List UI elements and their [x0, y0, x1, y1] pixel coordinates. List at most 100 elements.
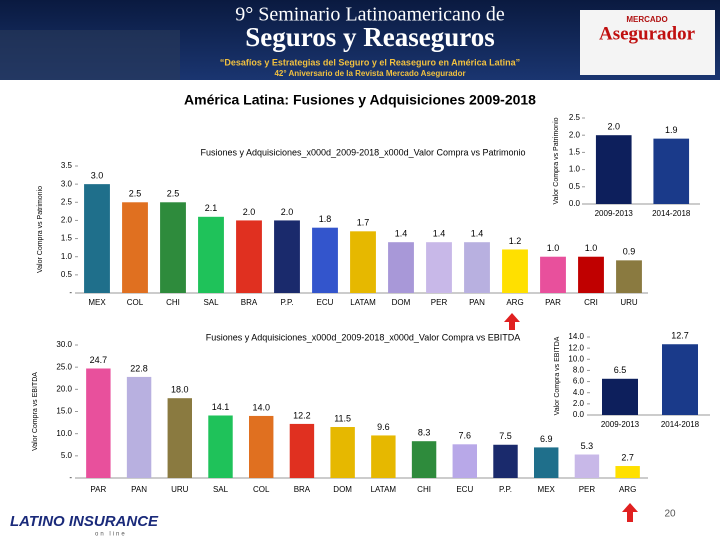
x-tick-label: BRA [241, 298, 258, 307]
value-label: 18.0 [171, 385, 189, 395]
bar [167, 398, 192, 478]
bar [289, 423, 315, 478]
y-tick-label: 1.5 [61, 234, 73, 243]
x-tick-label: SAL [203, 298, 219, 307]
value-label: 6.5 [614, 365, 627, 375]
x-tick-label: PER [579, 485, 596, 494]
value-label: 11.5 [334, 413, 351, 423]
y-tick-label: 0.0 [573, 410, 585, 419]
y-tick-label: 1.0 [569, 165, 581, 174]
y-tick-label: 12.0 [568, 343, 584, 352]
bar [464, 242, 490, 293]
banner-line2: Seguros y Reaseguros [245, 22, 495, 52]
y-axis-label: Valor Compra vs Patrimonio [37, 186, 44, 273]
y-tick-label: 1.0 [61, 252, 73, 261]
bar [388, 242, 414, 293]
bar [540, 256, 566, 293]
banner-city [0, 30, 180, 80]
x-tick-label: P.P. [280, 298, 293, 307]
y-tick-label: 5.0 [61, 451, 73, 460]
bar [411, 441, 437, 478]
bar [602, 378, 638, 415]
x-tick-label: ARG [619, 485, 636, 494]
value-label: 1.0 [547, 243, 560, 253]
y-axis-label: Valor Compra vs EBITDA [32, 372, 39, 451]
value-label: 3.0 [91, 171, 104, 181]
y-tick-label: 6.0 [573, 377, 585, 386]
arrow [504, 313, 520, 330]
x-tick-label: PER [431, 298, 448, 307]
bar [84, 184, 110, 293]
value-label: 1.7 [357, 218, 370, 228]
bar [126, 376, 152, 478]
value-label: 24.7 [90, 355, 108, 365]
bar [502, 249, 528, 293]
banner-anniversary: 42° Aniversario de la Revista Mercado As… [274, 69, 465, 78]
value-label: 14.1 [212, 402, 230, 412]
logo: Asegurador [599, 23, 696, 44]
bar [274, 220, 300, 293]
value-label: 1.0 [585, 243, 598, 253]
x-tick-label: DOM [333, 485, 352, 494]
x-tick-label: 2014-2018 [661, 420, 700, 429]
bar [122, 202, 148, 293]
x-tick-label: COL [253, 485, 270, 494]
value-label: 2.0 [243, 207, 256, 217]
x-tick-label: CRI [584, 298, 598, 307]
bar [534, 447, 559, 478]
slide-title: América Latina: Fusiones y Adquisiciones… [184, 92, 536, 108]
x-tick-label: PAN [131, 485, 147, 494]
y-tick-label: 25.0 [56, 362, 72, 371]
y-tick-label: 0.5 [61, 270, 73, 279]
value-label: 2.5 [129, 189, 142, 199]
footer-logo-sub: on line [95, 532, 127, 538]
x-tick-label: DOM [392, 298, 411, 307]
bar [371, 435, 396, 478]
value-label: 5.3 [581, 441, 594, 451]
bar [198, 216, 224, 293]
bar [493, 444, 518, 478]
footer-logo: LATINO INSURANCE [10, 513, 159, 530]
x-tick-label: MEX [538, 485, 556, 494]
bar [452, 444, 477, 478]
page-number: 20 [664, 509, 676, 520]
y-tick-label: - [69, 473, 72, 482]
value-label: 1.9 [665, 125, 678, 135]
value-label: 2.7 [621, 452, 634, 462]
value-label: 8.3 [418, 428, 431, 438]
logo-top: MERCADO [626, 15, 667, 24]
y-tick-label: 2.5 [569, 113, 581, 122]
value-label: 1.2 [509, 236, 522, 246]
x-tick-label: PAR [90, 485, 106, 494]
y-tick-label: 10.0 [568, 354, 584, 363]
value-label: 12.7 [671, 331, 689, 341]
bar [426, 242, 452, 293]
x-tick-label: CHI [417, 485, 431, 494]
value-label: 2.1 [205, 203, 218, 213]
y-tick-label: 8.0 [573, 366, 585, 375]
x-tick-label: LATAM [371, 485, 397, 494]
value-label: 1.8 [319, 214, 332, 224]
bar [236, 220, 262, 293]
x-tick-label: PAR [545, 298, 561, 307]
x-tick-label: PAN [469, 298, 485, 307]
bar [249, 415, 274, 478]
y-tick-label: 0.0 [569, 199, 581, 208]
chart-title: Fusiones y Adquisiciones_x000d_2009-2018… [206, 332, 521, 342]
bar [350, 231, 376, 293]
y-tick-label: 20.0 [56, 384, 72, 393]
y-tick-label: - [69, 288, 72, 297]
x-tick-label: 2014-2018 [652, 209, 691, 218]
value-label: 1.4 [395, 229, 408, 239]
value-label: 7.5 [499, 431, 512, 441]
y-tick-label: 30.0 [56, 340, 72, 349]
logo-box [580, 10, 715, 75]
bar [662, 344, 698, 415]
y-tick-label: 2.0 [573, 399, 585, 408]
value-label: 7.6 [459, 431, 472, 441]
value-label: 22.8 [130, 363, 148, 373]
y-tick-label: 2.5 [61, 197, 73, 206]
bar [330, 427, 355, 478]
bar [208, 415, 233, 478]
